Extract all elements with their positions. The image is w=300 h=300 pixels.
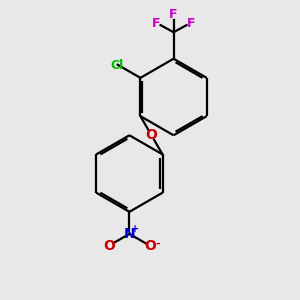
Text: O: O (144, 239, 156, 254)
Text: Cl: Cl (111, 59, 124, 72)
Text: F: F (152, 17, 160, 31)
Text: N: N (124, 227, 135, 241)
Text: -: - (155, 238, 160, 248)
Text: F: F (187, 17, 196, 31)
Text: O: O (103, 239, 115, 254)
Text: +: + (131, 224, 139, 234)
Text: F: F (169, 8, 178, 21)
Text: O: O (146, 128, 158, 142)
